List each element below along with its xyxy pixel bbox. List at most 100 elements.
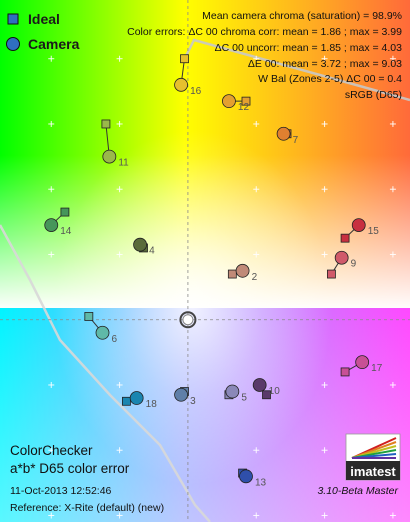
footer-version: 3.10-Beta Master	[317, 485, 398, 497]
legend-ideal-label: Ideal	[28, 11, 60, 27]
logo-rays	[351, 437, 397, 459]
camera-point-3	[174, 387, 188, 402]
ideal-point-9	[327, 269, 336, 279]
grid-mark	[116, 251, 123, 258]
camera-point-6	[95, 325, 110, 340]
patch-label-10: 10	[269, 386, 281, 397]
footer: ColorChecker a*b* D65 color error 11-Oct…	[10, 443, 398, 514]
patch-label-6: 6	[112, 334, 118, 345]
ideal-point-2	[227, 269, 237, 279]
grid-mark	[253, 512, 260, 519]
patch-label-9: 9	[351, 259, 357, 270]
ideal-point-17	[340, 367, 350, 377]
patch-label-7: 7	[293, 135, 299, 146]
camera-point-4	[133, 237, 147, 252]
grid-mark	[116, 512, 123, 519]
chart-title: ColorChecker	[10, 443, 93, 458]
grid-mark	[389, 251, 396, 258]
camera-point-11	[102, 149, 117, 164]
logo-text: imatest	[350, 464, 396, 479]
grid-mark	[321, 186, 328, 193]
camera-point-7	[276, 126, 291, 141]
grid-mark	[116, 381, 123, 388]
grid-mark	[116, 120, 123, 127]
camera-point-18	[129, 391, 144, 405]
camera-point-9	[334, 250, 349, 265]
stat-colorspace: sRGB (D65)	[345, 89, 402, 101]
ideal-point-18	[122, 396, 131, 406]
footer-reference: Reference: X-Rite (default) (new)	[10, 502, 164, 514]
legend: Ideal Camera	[6, 11, 80, 52]
camera-point-15	[351, 218, 366, 233]
patch-label-5: 5	[241, 393, 247, 404]
patch-label-11: 11	[118, 158, 129, 169]
patch-label-4: 4	[149, 246, 155, 257]
grid-mark	[321, 447, 328, 454]
grid-mark	[321, 512, 328, 519]
ideal-point-10	[262, 390, 271, 400]
legend-camera-label: Camera	[28, 36, 80, 52]
patches: 2 3 4 5 6 7 9 10 11 12 13 14 15 16 17 18	[44, 54, 383, 488]
patch-label-3: 3	[190, 396, 196, 407]
grid-mark	[321, 120, 328, 127]
grid-mark	[389, 55, 396, 62]
stat-uncorr: ΔC 00 uncorr: mean = 1.85 ; max = 4.03	[215, 42, 403, 54]
ideal-point-12	[241, 96, 251, 106]
footer-date: 11-Oct-2013 12:52:46	[10, 485, 112, 497]
patch-label-2: 2	[252, 272, 258, 283]
camera-point-16	[174, 77, 188, 92]
grid-mark	[321, 55, 328, 62]
grid-mark	[253, 55, 260, 62]
neutral-center-marker	[179, 311, 197, 329]
stat-chroma-corr: Color errors: ΔC 00 chroma corr: mean = …	[127, 26, 402, 38]
ideal-point-11	[101, 119, 111, 129]
grid-mark	[116, 186, 123, 193]
camera-point-10	[252, 378, 267, 392]
grid-mark	[253, 251, 260, 258]
stat-mean-chroma: Mean camera chroma (saturation) = 98.9%	[202, 10, 402, 22]
camera-point-14	[44, 218, 59, 233]
grid-mark	[48, 251, 55, 258]
imatest-logo: imatest	[345, 433, 401, 481]
grid-mark	[389, 186, 396, 193]
patch-label-17: 17	[371, 363, 383, 374]
patch-label-18: 18	[146, 399, 158, 410]
grid-mark	[48, 120, 55, 127]
camera-point-2	[235, 263, 250, 278]
camera-point-5	[225, 384, 240, 399]
grid-mark	[321, 251, 328, 258]
grid-mark	[116, 447, 123, 454]
gamut-boundary-left	[0, 224, 211, 522]
camera-point-12	[222, 94, 236, 109]
stat-delta-e: ΔE 00: mean = 3.72 ; max = 9.03	[248, 58, 402, 70]
legend-ideal-marker	[7, 13, 19, 25]
stat-white-balance: W Bal (Zones 2-5) ΔC 00 = 0.4	[258, 73, 402, 85]
patch-label-14: 14	[60, 226, 72, 237]
grid-mark	[48, 381, 55, 388]
grid-mark	[253, 186, 260, 193]
patch-label-12: 12	[238, 102, 250, 113]
grid-mark	[48, 512, 55, 519]
grid-mark	[321, 381, 328, 388]
grid-mark	[116, 55, 123, 62]
ideal-point-16	[180, 54, 189, 64]
grid-mark	[389, 512, 396, 519]
grid-mark	[253, 120, 260, 127]
patch-label-16: 16	[190, 86, 202, 97]
grid-mark	[389, 381, 396, 388]
stats-block: Mean camera chroma (saturation) = 98.9% …	[127, 10, 402, 101]
ideal-point-15	[340, 233, 350, 243]
chart-subtitle: a*b* D65 color error	[10, 461, 130, 476]
grid-mark	[48, 447, 55, 454]
grid-mark	[48, 55, 55, 62]
patch-label-13: 13	[255, 477, 267, 488]
neutral-center-inner	[182, 314, 194, 326]
legend-camera-marker	[6, 37, 20, 51]
grid-mark	[48, 186, 55, 193]
patch-label-15: 15	[368, 226, 380, 237]
ideal-point-14	[60, 207, 70, 217]
grid-mark	[389, 120, 396, 127]
grid-mark	[253, 447, 260, 454]
